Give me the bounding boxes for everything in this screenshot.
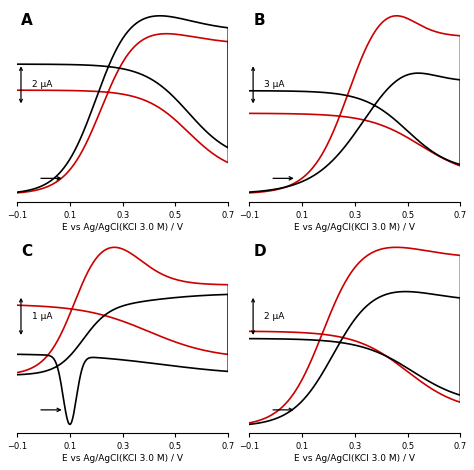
Text: B: B [254,13,265,28]
X-axis label: E vs Ag/AgCl(KCl 3.0 M) / V: E vs Ag/AgCl(KCl 3.0 M) / V [294,454,415,463]
Text: A: A [21,13,33,28]
Text: 1 μA: 1 μA [32,312,52,321]
Text: C: C [21,244,32,259]
Text: 2 μA: 2 μA [32,80,52,89]
Text: 2 μA: 2 μA [264,312,284,321]
Text: D: D [254,244,266,259]
X-axis label: E vs Ag/AgCl(KCl 3.0 M) / V: E vs Ag/AgCl(KCl 3.0 M) / V [62,454,183,463]
X-axis label: E vs Ag/AgCl(KCl 3.0 M) / V: E vs Ag/AgCl(KCl 3.0 M) / V [294,222,415,232]
Text: 3 μA: 3 μA [264,80,284,89]
X-axis label: E vs Ag/AgCl(KCl 3.0 M) / V: E vs Ag/AgCl(KCl 3.0 M) / V [62,222,183,232]
